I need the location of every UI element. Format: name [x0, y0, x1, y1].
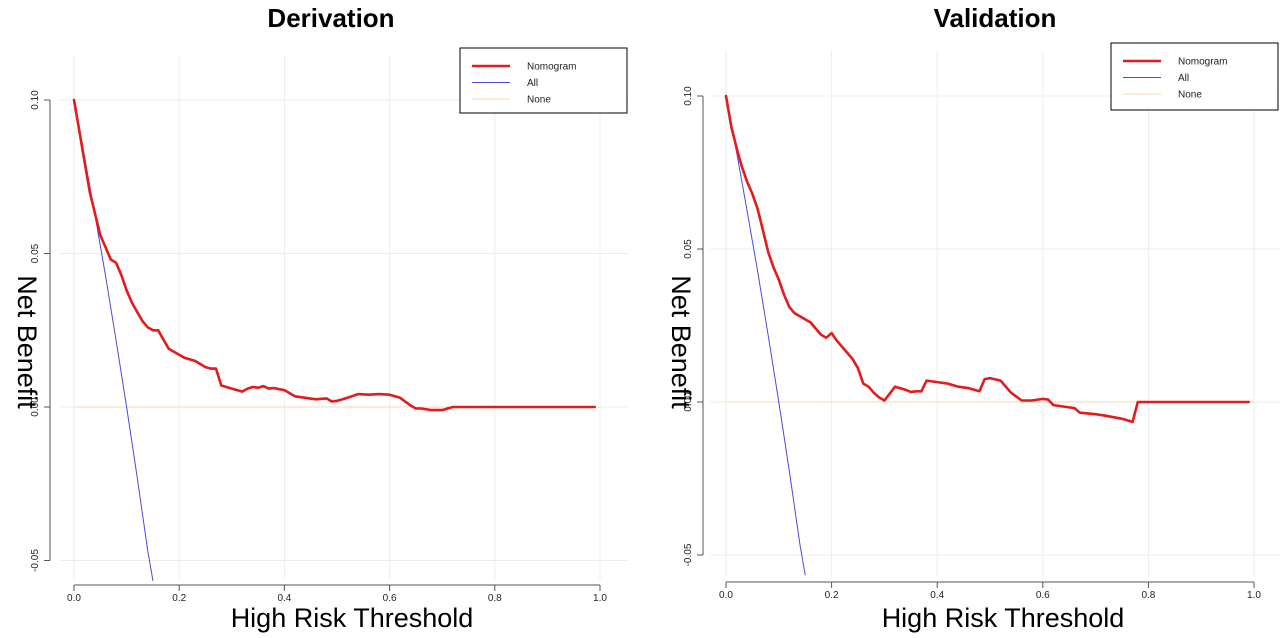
- x-tick-label: 1.0: [1247, 590, 1261, 601]
- x-tick-label: 0.4: [277, 593, 291, 604]
- y-tick-label: 0.10: [30, 90, 41, 110]
- derivation-panel: -0.05 0.00 0.05 0.10 0.0 0.2 0.4 0.6 0.8 1.0 Deriv…: [12, 3, 628, 633]
- x-axis: 0.0 0.2 0.4 0.6 0.8 1.0: [719, 581, 1261, 601]
- chart-title: Derivation: [267, 3, 394, 33]
- legend-label-all: All: [1178, 73, 1189, 84]
- legend: Nomogram All None: [1110, 42, 1279, 111]
- y-axis: -0.05 0.00 0.05 0.10: [683, 86, 704, 566]
- grid: [60, 55, 628, 580]
- series-line-nomogram: [72, 98, 597, 412]
- series-lines: [72, 98, 601, 581]
- x-tick-label: 0.0: [67, 593, 81, 604]
- legend-label-nomogram: Nomogram: [527, 62, 576, 73]
- y-tick-label: 0.10: [683, 86, 694, 106]
- legend: Nomogram All None: [459, 47, 628, 114]
- y-tick-label: -0.05: [683, 543, 694, 566]
- legend-label-all: All: [527, 78, 538, 89]
- x-tick-label: 0.0: [719, 590, 733, 601]
- legend-label-none: None: [1178, 90, 1202, 101]
- x-axis-title: High Risk Threshold: [882, 603, 1125, 633]
- legend-label-nomogram: Nomogram: [1178, 57, 1227, 68]
- x-axis: 0.0 0.2 0.4 0.6 0.8 1.0: [67, 584, 607, 604]
- validation-panel: -0.05 0.00 0.05 0.10 0.0 0.2 0.4 0.6 0.8 1.0 Valid…: [666, 3, 1280, 633]
- y-tick-label: 0.00: [30, 397, 41, 417]
- legend-box: [459, 47, 628, 114]
- x-tick-label: 0.2: [825, 590, 839, 601]
- x-tick-label: 0.2: [172, 593, 186, 604]
- x-tick-label: 0.4: [930, 590, 944, 601]
- x-tick-label: 0.6: [383, 593, 397, 604]
- y-axis: -0.05 0.00 0.05 0.10: [30, 90, 51, 572]
- y-tick-label: -0.05: [30, 549, 41, 572]
- y-tick-label: 0.05: [683, 239, 694, 259]
- x-axis-title: High Risk Threshold: [231, 603, 474, 633]
- y-tick-label: 0.05: [30, 243, 41, 263]
- series-lines: [724, 94, 1255, 576]
- series-line-nomogram: [724, 94, 1250, 424]
- legend-box: [1110, 42, 1279, 111]
- chart-title: Validation: [934, 3, 1057, 33]
- legend-label-none: None: [527, 95, 551, 106]
- x-tick-label: 0.8: [488, 593, 502, 604]
- x-tick-label: 0.8: [1141, 590, 1155, 601]
- y-axis-title: Net Benefit: [12, 275, 42, 409]
- series-line-all: [725, 95, 806, 576]
- y-axis-title: Net Benefit: [666, 275, 696, 409]
- x-tick-label: 1.0: [593, 593, 607, 604]
- x-tick-label: 0.6: [1036, 590, 1050, 601]
- y-tick-label: 0.00: [683, 392, 694, 412]
